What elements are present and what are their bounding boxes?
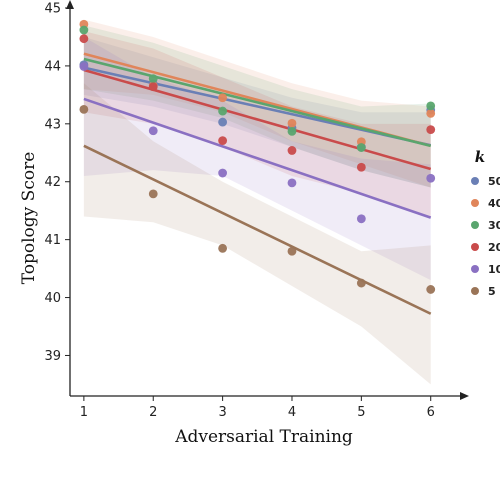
x-tick-label: 5 xyxy=(357,405,365,420)
x-tick-label: 6 xyxy=(427,405,435,420)
point-k5-x5 xyxy=(356,278,366,288)
point-k10-x2 xyxy=(148,126,158,136)
point-k5-x3 xyxy=(218,243,228,253)
y-tick-label: 39 xyxy=(44,349,61,364)
y-tick-label: 43 xyxy=(44,117,61,132)
point-k20-x6 xyxy=(426,125,436,135)
legend: k50 40 30 20 10 5 xyxy=(471,148,500,298)
x-tick-label: 4 xyxy=(288,405,296,420)
regression-lines xyxy=(83,52,432,315)
point-k30-x6 xyxy=(426,101,436,111)
fit-line-k30 xyxy=(83,57,432,148)
fit-line-k10 xyxy=(83,97,432,219)
legend-label-k5: 5 xyxy=(488,285,496,298)
y-axis-arrow xyxy=(66,0,74,9)
point-k30-x5 xyxy=(356,143,366,152)
point-k40-x4 xyxy=(287,118,297,128)
legend-label-k10: 10 xyxy=(488,263,500,276)
point-k10-x1 xyxy=(79,62,89,71)
y-tick-label: 44 xyxy=(44,59,61,74)
fit-line-k20 xyxy=(83,68,432,171)
legend-label-k20: 20 xyxy=(488,241,500,254)
point-k30-x4 xyxy=(287,126,297,136)
legend-marker-k50 xyxy=(471,177,479,185)
x-axis-arrow xyxy=(460,392,469,400)
point-k5-x6 xyxy=(426,285,436,294)
y-tick-label: 42 xyxy=(44,175,61,190)
x-tick-label: 3 xyxy=(218,405,226,420)
x-tick-label: 2 xyxy=(149,405,157,420)
x-axis-label: Adversarial Training xyxy=(174,427,353,447)
legend-label-k30: 30 xyxy=(488,219,500,232)
point-k10-x4 xyxy=(287,178,297,188)
point-k40-x3 xyxy=(218,93,228,103)
legend-label-k40: 40 xyxy=(488,197,500,210)
point-k50-x3 xyxy=(218,117,228,127)
point-k10-x3 xyxy=(218,168,228,178)
point-k30-x1 xyxy=(79,25,89,35)
point-k20-x2 xyxy=(148,82,158,92)
x-tick-label: 1 xyxy=(80,405,88,420)
y-tick-label: 40 xyxy=(44,291,61,306)
y-tick-label: 45 xyxy=(44,2,61,17)
legend-title: k xyxy=(475,148,485,166)
legend-marker-k20 xyxy=(471,243,479,251)
point-k20-x5 xyxy=(356,162,366,172)
legend-marker-k10 xyxy=(471,265,479,273)
legend-marker-k30 xyxy=(471,221,479,229)
confidence-bands xyxy=(83,19,431,385)
legend-marker-k40 xyxy=(471,199,479,207)
point-k20-x1 xyxy=(79,34,89,44)
fit-line-k5 xyxy=(83,144,432,315)
point-k5-x4 xyxy=(287,246,297,256)
point-k10-x6 xyxy=(426,173,436,183)
legend-label-k50: 50 xyxy=(488,175,500,188)
point-k40-x6 xyxy=(426,108,436,118)
legend-marker-k5 xyxy=(471,287,479,295)
scatter-points xyxy=(79,19,436,294)
point-k10-x5 xyxy=(356,214,366,224)
point-k5-x1 xyxy=(79,104,89,114)
point-k30-x3 xyxy=(218,106,228,116)
band-k5 xyxy=(83,83,431,385)
point-k5-x2 xyxy=(148,189,158,199)
point-k30-x2 xyxy=(148,74,158,84)
band-k50 xyxy=(83,36,431,188)
point-k20-x4 xyxy=(287,146,297,155)
y-axis-label: Topology Score xyxy=(19,152,39,285)
y-tick-label: 41 xyxy=(44,233,61,248)
point-k20-x3 xyxy=(218,136,228,146)
